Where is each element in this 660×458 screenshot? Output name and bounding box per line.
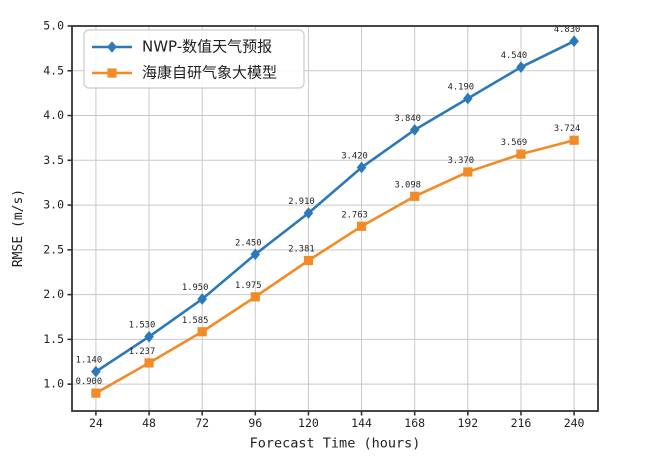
x-tick-label: 144 <box>351 416 372 430</box>
y-tick-label: 3.0 <box>43 198 64 212</box>
data-point-label: 1.140 <box>76 356 102 366</box>
data-point-label: 0.900 <box>76 377 102 387</box>
data-point-label: 4.190 <box>448 83 474 93</box>
x-tick-label: 240 <box>564 416 585 430</box>
series-line <box>95 40 575 373</box>
x-axis-title: Forecast Time (hours) <box>250 436 421 452</box>
axes-layer: 24 48 72 96 120 144 168 192 216 240 1.0 1.5 2.0 2.5 3.… <box>43 19 599 430</box>
data-point-label: 2.910 <box>288 197 314 207</box>
data-point-label: 4.830 <box>554 25 580 35</box>
data-point-marker <box>197 293 207 305</box>
x-tick-label: 48 <box>142 416 156 430</box>
legend-marker <box>107 68 117 78</box>
data-point-label: 4.540 <box>501 51 527 61</box>
legend-marker <box>107 41 117 53</box>
data-point-marker <box>303 207 314 219</box>
y-tick-label: 1.5 <box>43 332 64 346</box>
y-tick-label: 5.0 <box>43 19 64 33</box>
y-tick-label: 3.5 <box>43 153 64 167</box>
data-point-marker <box>91 388 101 398</box>
x-tick-label: 168 <box>404 416 425 430</box>
data-point-marker <box>569 135 579 145</box>
data-point-label: 3.370 <box>448 156 474 166</box>
data-point-marker <box>303 255 314 266</box>
x-tick-label: 72 <box>195 416 209 430</box>
x-tick-label: 216 <box>511 416 532 430</box>
data-point-marker <box>569 35 579 48</box>
data-point-label: 1.237 <box>129 347 155 357</box>
data-point-marker <box>197 327 207 337</box>
data-point-marker <box>250 292 260 302</box>
y-tick-label: 1.0 <box>43 377 64 391</box>
data-point-label: 3.724 <box>554 124 580 134</box>
x-tick-label: 24 <box>89 416 103 430</box>
data-point-marker <box>463 92 473 105</box>
legend-box <box>83 29 305 89</box>
y-tick-label: 2.5 <box>43 242 64 256</box>
series-line <box>95 138 575 395</box>
series-layer: 1.140 1.530 1.950 2.450 2.910 3.420 3.840 4.190… <box>76 25 580 398</box>
data-point-marker <box>356 221 367 231</box>
x-tick-label: 120 <box>298 416 319 430</box>
plot-frame <box>71 25 599 412</box>
x-tick-label: 96 <box>248 416 262 430</box>
legend-label: 海康自研气象大模型 <box>142 64 277 82</box>
data-point-marker <box>410 191 420 201</box>
data-point-label: 1.950 <box>182 283 208 293</box>
data-point-marker <box>516 61 526 73</box>
data-point-label: 2.450 <box>235 238 261 248</box>
data-point-marker <box>250 248 261 261</box>
legend-label: NWP-数值天气预报 <box>142 38 272 56</box>
grid-layer <box>72 25 598 411</box>
data-point-label: 2.763 <box>341 210 367 220</box>
data-point-label: 1.530 <box>129 321 155 331</box>
y-axis-title: RMSE (m/s) <box>11 189 26 267</box>
data-point-marker <box>91 365 101 378</box>
data-point-marker <box>356 161 367 174</box>
data-point-label: 2.381 <box>288 244 314 254</box>
data-point-label: 1.975 <box>235 281 261 291</box>
y-tick-label: 4.0 <box>43 108 64 122</box>
data-point-marker <box>409 124 420 136</box>
x-tick-label: 192 <box>457 416 478 430</box>
data-point-label: 3.420 <box>341 151 367 161</box>
data-point-label: 3.569 <box>501 138 527 148</box>
data-point-marker <box>144 358 154 368</box>
data-point-marker <box>516 149 526 159</box>
data-point-marker <box>144 330 154 343</box>
y-tick-label: 4.5 <box>43 63 64 77</box>
y-tick-label: 2.0 <box>43 287 64 301</box>
data-point-marker <box>463 167 473 177</box>
data-point-label: 3.098 <box>394 180 420 190</box>
data-point-label: 3.840 <box>394 114 420 124</box>
data-point-label: 1.585 <box>182 316 208 326</box>
